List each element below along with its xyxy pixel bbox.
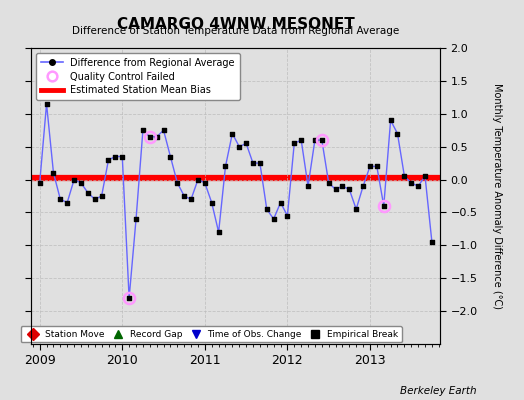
Point xyxy=(104,157,113,163)
Point xyxy=(139,127,147,134)
Point xyxy=(125,295,133,301)
Point xyxy=(428,239,436,245)
Point xyxy=(63,199,71,206)
Point xyxy=(290,140,299,146)
Point xyxy=(318,137,326,143)
Point xyxy=(187,196,195,202)
Point xyxy=(373,163,381,170)
Point xyxy=(159,127,168,134)
Point xyxy=(56,196,64,202)
Point xyxy=(269,216,278,222)
Point xyxy=(400,173,409,180)
Legend: Station Move, Record Gap, Time of Obs. Change, Empirical Break: Station Move, Record Gap, Time of Obs. C… xyxy=(20,326,402,342)
Point xyxy=(152,134,161,140)
Point xyxy=(214,229,223,235)
Point xyxy=(91,196,99,202)
Point xyxy=(366,163,374,170)
Point xyxy=(297,137,305,143)
Point xyxy=(414,183,422,189)
Point xyxy=(77,180,85,186)
Point xyxy=(201,180,209,186)
Point xyxy=(421,173,429,180)
Y-axis label: Monthly Temperature Anomaly Difference (°C): Monthly Temperature Anomaly Difference (… xyxy=(492,83,501,309)
Point xyxy=(36,180,44,186)
Point xyxy=(311,137,319,143)
Point xyxy=(146,134,154,140)
Point xyxy=(345,186,354,193)
Point xyxy=(97,193,106,199)
Text: Difference of Station Temperature Data from Regional Average: Difference of Station Temperature Data f… xyxy=(72,26,399,36)
Point xyxy=(263,206,271,212)
Point xyxy=(132,216,140,222)
Point xyxy=(228,130,236,137)
Point xyxy=(407,180,416,186)
Point xyxy=(70,176,78,183)
Point xyxy=(208,199,216,206)
Point xyxy=(379,203,388,209)
Point xyxy=(352,206,361,212)
Point xyxy=(359,183,367,189)
Point xyxy=(84,190,92,196)
Point xyxy=(49,170,58,176)
Point xyxy=(256,160,264,166)
Point xyxy=(180,193,189,199)
Point xyxy=(118,153,126,160)
Point xyxy=(221,163,230,170)
Point xyxy=(173,180,181,186)
Point xyxy=(194,176,202,183)
Point xyxy=(304,183,312,189)
Point xyxy=(386,117,395,124)
Point xyxy=(111,153,119,160)
Title: CAMARGO 4WNW MESONET: CAMARGO 4WNW MESONET xyxy=(117,16,355,32)
Point xyxy=(339,183,347,189)
Point xyxy=(394,130,402,137)
Text: Berkeley Earth: Berkeley Earth xyxy=(400,386,477,396)
Point xyxy=(276,199,285,206)
Point xyxy=(166,153,174,160)
Point xyxy=(42,101,51,107)
Point xyxy=(242,140,250,146)
Point xyxy=(331,186,340,193)
Point xyxy=(249,160,257,166)
Point xyxy=(324,180,333,186)
Point xyxy=(283,212,291,219)
Point xyxy=(235,144,244,150)
